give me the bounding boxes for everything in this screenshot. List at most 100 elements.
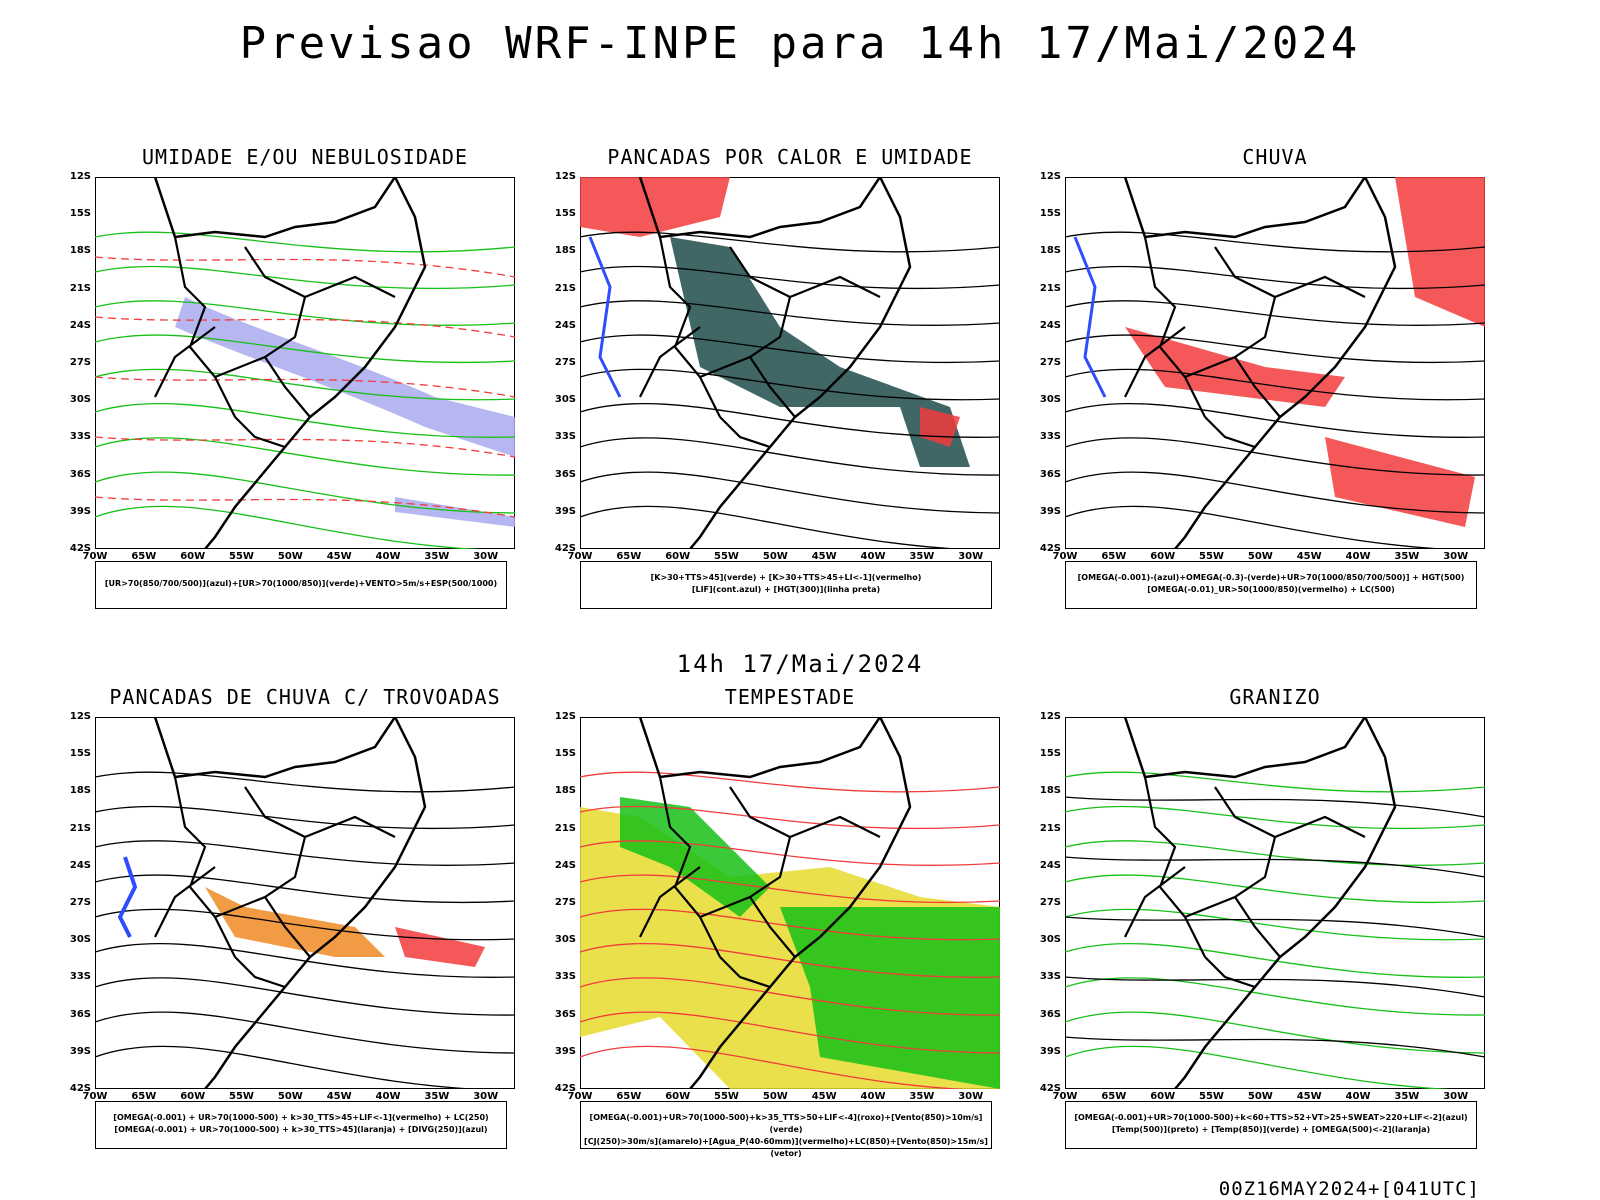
contour-line	[94, 265, 516, 290]
legend-line: [OMEGA(-0.001) + UR>70(1000-500) + k>30_…	[113, 1113, 489, 1122]
contour-line	[94, 471, 516, 514]
lat-tick-label: 36S	[1039, 468, 1061, 480]
coastline	[153, 716, 427, 1090]
lat-tick-label: 12S	[69, 171, 91, 182]
contour-line	[1064, 840, 1486, 866]
lat-tick-label: 15S	[1039, 748, 1061, 760]
contour-line	[94, 231, 516, 253]
lon-tick-label: 55W	[1199, 551, 1224, 562]
contour-line	[1064, 771, 1486, 793]
map-plot	[579, 176, 1001, 552]
contour-line	[94, 316, 516, 338]
contour-line	[579, 1045, 1001, 1092]
panel-title: TEMPESTADE	[724, 685, 856, 709]
legend-line: [UR>70(850/700/500)](azul)+[UR>70(1000/8…	[104, 579, 498, 588]
panel-legend: [OMEGA(-0.001) + UR>70(1000-500) + k>30_…	[95, 1101, 507, 1149]
lat-tick-label: 39S	[69, 505, 91, 517]
lon-tick-label: 65W	[131, 1091, 157, 1102]
map-area: 12S 15S 18S 21S 24S 27S 30S 33S 36S 39S 42S 70W 65W 6…	[70, 711, 516, 1102]
contour-line	[1064, 300, 1486, 326]
contour-line	[1064, 265, 1486, 290]
lat-tick-label: 21S	[69, 282, 91, 294]
lon-tick-label: 35W	[424, 1091, 450, 1102]
contour-line	[94, 840, 516, 866]
lat-tick-label: 21S	[554, 282, 576, 294]
lon-tick-label: 60W	[665, 551, 691, 562]
lat-tick-label: 27S	[69, 897, 91, 908]
contour-line	[94, 376, 516, 398]
contour-line	[579, 231, 1001, 253]
contour-line	[579, 402, 1001, 438]
contour-line	[94, 300, 516, 326]
panel-legend: [OMEGA(-0.001)+UR>70(1000-500)+k>35_TTS>…	[580, 1101, 992, 1158]
lon-tick-label: 45W	[326, 551, 352, 562]
borders	[639, 236, 881, 449]
contour-line	[579, 265, 1001, 290]
map-area: 12S 15S 18S 21S 24S 27S 30S 33S 36S 39S 42S 70W 65W 6…	[1040, 171, 1486, 562]
contour-line	[94, 256, 516, 278]
contour-line	[1064, 796, 1486, 818]
contour-line	[579, 471, 1001, 514]
map-plot	[94, 716, 516, 1092]
map-panel: GRANIZO 12S 15S 18S 21S 24S 27S 30S 33S 36S 39S 42S…	[1025, 685, 1505, 1185]
lon-tick-label: 55W	[714, 551, 739, 562]
lon-tick-label: 55W	[714, 1091, 739, 1102]
lat-tick-label: 27S	[554, 897, 576, 908]
lon-tick-label: 70W	[1052, 1091, 1078, 1102]
lat-tick-label: 24S	[1039, 319, 1061, 331]
lat-tick-label: 36S	[69, 468, 91, 480]
weather-field	[117, 856, 138, 938]
legend-line: [OMEGA(-0.001)+UR>70(1000-500)+k<60+TTS>…	[1074, 1113, 1468, 1122]
weather-field	[580, 177, 730, 237]
lat-tick-label: 21S	[1039, 282, 1061, 294]
lon-tick-label: 40W	[860, 1091, 886, 1102]
weather-field	[588, 236, 622, 398]
lon-tick-label: 50W	[762, 1091, 788, 1102]
contour-line	[94, 874, 516, 904]
lat-tick-label: 18S	[1039, 245, 1061, 257]
lat-tick-label: 27S	[1039, 897, 1061, 908]
lat-tick-label: 39S	[554, 1045, 576, 1057]
lat-tick-label: 24S	[554, 859, 576, 871]
lat-tick-label: 33S	[69, 971, 91, 983]
lon-tick-label: 40W	[375, 1091, 401, 1102]
contour-line	[94, 1045, 516, 1092]
borders	[1124, 236, 1366, 449]
lon-tick-label: 50W	[277, 551, 303, 562]
lon-tick-label: 70W	[82, 551, 108, 562]
lat-tick-label: 30S	[69, 394, 91, 406]
weather-field	[670, 237, 970, 467]
contour-line	[1064, 856, 1486, 878]
lat-tick-label: 30S	[1039, 934, 1061, 946]
page-title: Previsao WRF-INPE para 14h 17/Mai/2024	[239, 18, 1361, 69]
lon-tick-label: 65W	[616, 1091, 642, 1102]
map-panel: PANCADAS DE CHUVA C/ TROVOADAS 12S 15S 18S 2…	[55, 685, 535, 1185]
lat-tick-label: 30S	[554, 934, 576, 946]
contour-line	[1064, 402, 1486, 438]
lat-tick-label: 39S	[69, 1045, 91, 1057]
lon-tick-label: 30W	[958, 1091, 984, 1102]
lon-tick-label: 60W	[1150, 551, 1176, 562]
lat-tick-label: 27S	[1039, 357, 1061, 368]
panel-legend: [OMEGA(-0.001)-(azul)+OMEGA(-0.3)-(verde…	[1065, 561, 1477, 609]
lon-tick-label: 45W	[1296, 551, 1322, 562]
borders	[1124, 776, 1366, 989]
contour-line	[579, 874, 1001, 904]
map-plot	[1064, 716, 1486, 1092]
lon-tick-label: 35W	[909, 551, 935, 562]
lat-tick-label: 18S	[69, 785, 91, 797]
contour-line	[94, 505, 516, 552]
lon-tick-label: 65W	[131, 551, 157, 562]
contour-line	[1064, 976, 1486, 998]
borders	[154, 236, 396, 449]
coastline	[638, 716, 912, 1090]
lat-tick-label: 15S	[69, 748, 91, 760]
lat-tick-label: 18S	[554, 785, 576, 797]
map-panel: TEMPESTADE 12S 15S 18S 21S 24S 27S 30S 33S 36S 39S…	[540, 685, 1020, 1185]
lon-tick-label: 50W	[1247, 1091, 1273, 1102]
lat-tick-label: 12S	[1039, 711, 1061, 722]
borders	[154, 776, 396, 989]
weather-field	[780, 907, 1000, 1089]
lon-tick-label: 65W	[616, 551, 642, 562]
lat-tick-label: 33S	[554, 971, 576, 983]
